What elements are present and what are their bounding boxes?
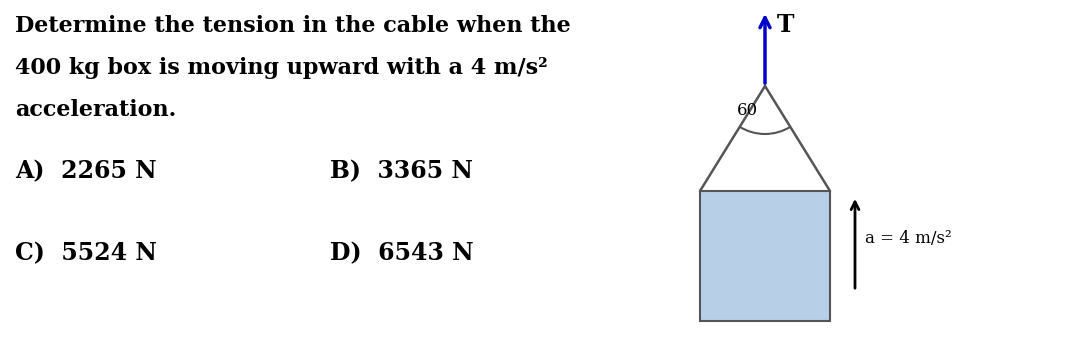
Text: 60: 60 [737,102,757,119]
Text: 400 kg box is moving upward with a 4 m/s²: 400 kg box is moving upward with a 4 m/s… [15,57,548,79]
Text: acceleration.: acceleration. [15,99,176,121]
Text: C)  5524 N: C) 5524 N [15,241,157,265]
Text: B)  3365 N: B) 3365 N [330,159,473,183]
Text: Determine the tension in the cable when the: Determine the tension in the cable when … [15,15,570,37]
Bar [700,191,831,321]
Text: D)  6543 N: D) 6543 N [330,241,474,265]
Text: T: T [777,13,795,37]
Text: a = 4 m/s²: a = 4 m/s² [865,230,951,247]
Text: A)  2265 N: A) 2265 N [15,159,157,183]
